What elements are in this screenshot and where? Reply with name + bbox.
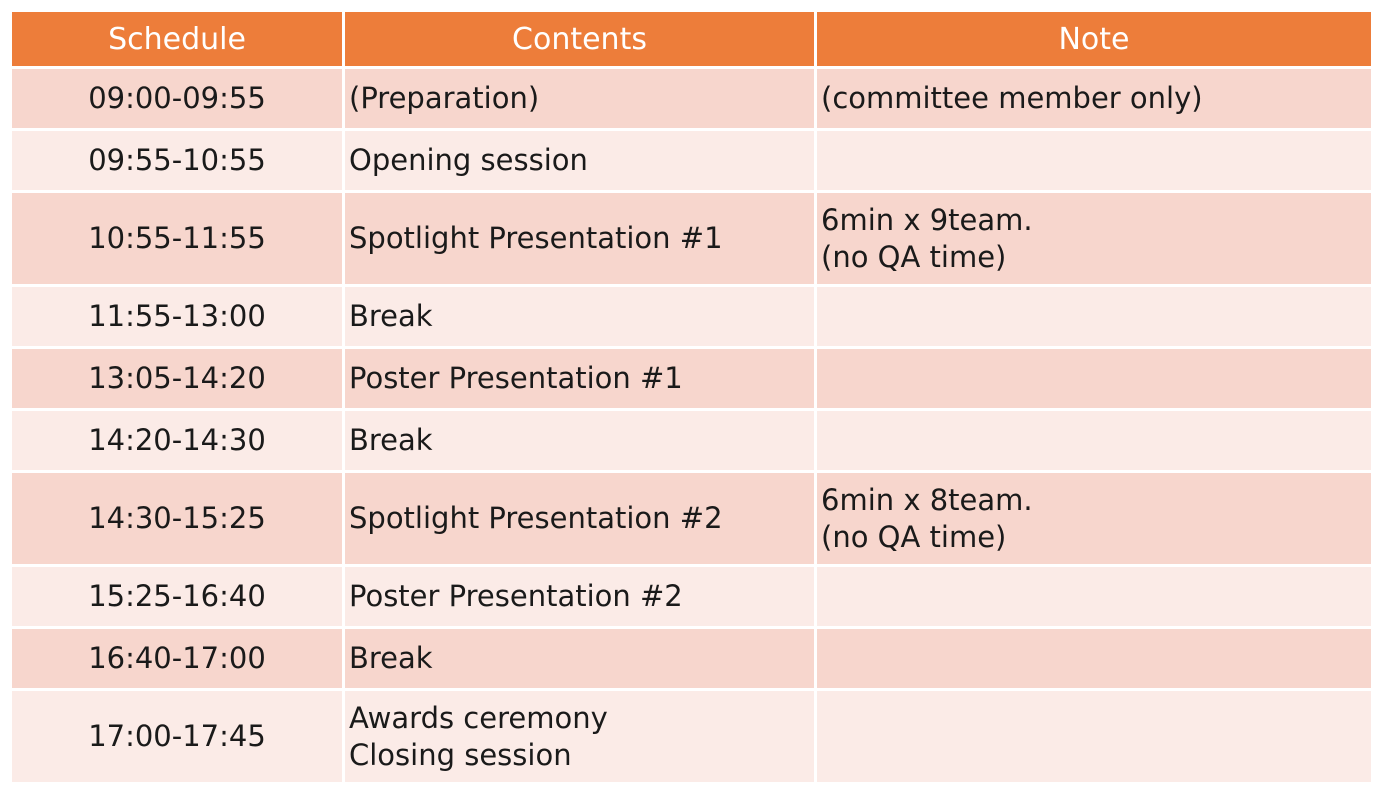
schedule-time-cell: 16:40-17:00	[9, 626, 345, 691]
table-row: 09:55-10:55 Opening session	[9, 128, 1374, 193]
table-row: 15:25-16:40 Poster Presentation #2	[9, 564, 1374, 629]
schedule-time-cell: 10:55-11:55	[9, 190, 345, 287]
contents-line: Poster Presentation #1	[349, 361, 683, 395]
table-row: 11:55-13:00 Break	[9, 284, 1374, 349]
contents-line: Spotlight Presentation #1	[349, 221, 723, 255]
schedule-time-cell: 17:00-17:45	[9, 688, 345, 785]
table-row: 14:20-14:30 Break	[9, 408, 1374, 473]
note-cell	[814, 408, 1374, 473]
schedule-time-cell: 14:20-14:30	[9, 408, 345, 473]
contents-cell: Awards ceremony Closing session	[342, 688, 817, 785]
table-header-row: Schedule Contents Note	[9, 9, 1374, 69]
table-row: 10:55-11:55 Spotlight Presentation #1 6min…	[9, 190, 1374, 287]
contents-line: Break	[349, 423, 433, 457]
contents-line: Opening session	[349, 143, 588, 177]
contents-cell: Break	[342, 626, 817, 691]
contents-line: Awards ceremony	[349, 700, 608, 735]
note-cell: 6min x 8team. (no QA time)	[814, 470, 1374, 567]
contents-cell: Opening session	[342, 128, 817, 193]
table-row: 13:05-14:20 Poster Presentation #1	[9, 346, 1374, 411]
contents-line: Spotlight Presentation #2	[349, 501, 723, 535]
note-cell	[814, 564, 1374, 629]
note-line: (no QA time)	[821, 239, 1007, 274]
table-row: 17:00-17:45 Awards ceremony Closing sessio…	[9, 688, 1374, 785]
note-cell	[814, 688, 1374, 785]
header-contents: Contents	[342, 9, 817, 69]
contents-line: Poster Presentation #2	[349, 579, 683, 613]
note-line: 6min x 8team.	[821, 482, 1033, 517]
contents-cell: Break	[342, 408, 817, 473]
note-cell	[814, 346, 1374, 411]
note-cell	[814, 284, 1374, 349]
contents-line: Closing session	[349, 737, 572, 772]
schedule-time-cell: 13:05-14:20	[9, 346, 345, 411]
contents-cell: (Preparation)	[342, 66, 817, 131]
note-cell	[814, 626, 1374, 691]
contents-line: (Preparation)	[349, 81, 540, 115]
contents-cell: Spotlight Presentation #1	[342, 190, 817, 287]
contents-line: Break	[349, 641, 433, 675]
note-cell: 6min x 9team. (no QA time)	[814, 190, 1374, 287]
contents-line: Break	[349, 299, 433, 333]
header-schedule: Schedule	[9, 9, 345, 69]
schedule-table-container: Schedule Contents Note 09:00-09:55 (Prepa…	[9, 9, 1374, 785]
note-line: (committee member only)	[821, 81, 1203, 115]
table-row: 14:30-15:25 Spotlight Presentation #2 6min…	[9, 470, 1374, 567]
note-line: (no QA time)	[821, 519, 1007, 554]
schedule-table: Schedule Contents Note 09:00-09:55 (Prepa…	[9, 9, 1374, 785]
contents-cell: Poster Presentation #2	[342, 564, 817, 629]
schedule-time-cell: 14:30-15:25	[9, 470, 345, 567]
table-row: 16:40-17:00 Break	[9, 626, 1374, 691]
contents-cell: Poster Presentation #1	[342, 346, 817, 411]
schedule-time-cell: 09:55-10:55	[9, 128, 345, 193]
note-cell: (committee member only)	[814, 66, 1374, 131]
schedule-time-cell: 09:00-09:55	[9, 66, 345, 131]
table-row: 09:00-09:55 (Preparation) (committee membe…	[9, 66, 1374, 131]
schedule-time-cell: 15:25-16:40	[9, 564, 345, 629]
note-cell	[814, 128, 1374, 193]
schedule-time-cell: 11:55-13:00	[9, 284, 345, 349]
note-line: 6min x 9team.	[821, 202, 1033, 237]
contents-cell: Spotlight Presentation #2	[342, 470, 817, 567]
table-body: 09:00-09:55 (Preparation) (committee membe…	[9, 66, 1374, 785]
header-note: Note	[814, 9, 1374, 69]
contents-cell: Break	[342, 284, 817, 349]
